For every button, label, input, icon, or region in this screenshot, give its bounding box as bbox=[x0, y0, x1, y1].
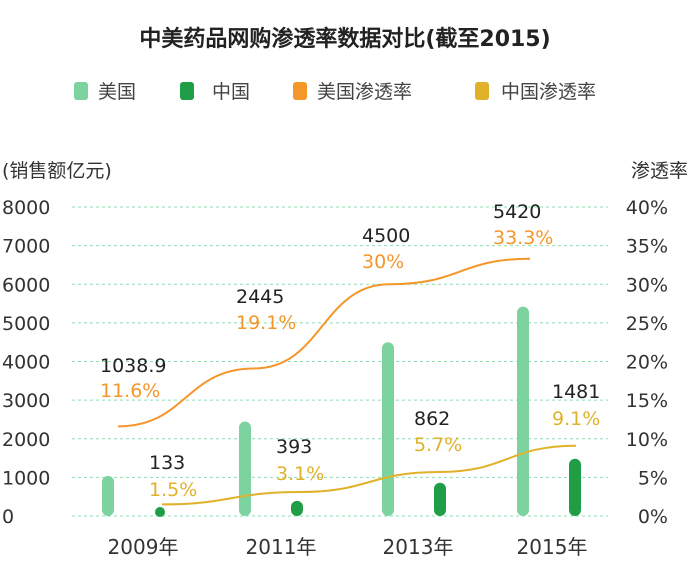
left-axis-label: (销售额亿元) bbox=[2, 160, 112, 182]
legend-swatch-cn bbox=[180, 82, 194, 100]
data-labels-layer: 1038.9 11.6% 133 1.5% 2445 19.1% 393 3.1% 4500 30… bbox=[100, 201, 600, 501]
us-rate-line bbox=[117, 257, 531, 428]
data-label-rate: 3.1% bbox=[276, 463, 324, 485]
data-label-value: 4500 bbox=[362, 225, 410, 247]
data-label-rate: 19.1% bbox=[236, 312, 296, 334]
right-tick-label: 40% bbox=[626, 197, 668, 219]
legend-label-us-rate: 美国渗透率 bbox=[317, 81, 412, 103]
data-label-value: 1038.9 bbox=[100, 355, 166, 377]
data-label-rate: 11.6% bbox=[100, 380, 160, 402]
right-tick-label: 0% bbox=[638, 506, 668, 528]
chart-title: 中美药品网购渗透率数据对比(截至2015) bbox=[139, 26, 550, 52]
left-tick-labels: 0 1000 2000 3000 4000 5000 6000 7000 8000 bbox=[2, 197, 50, 528]
bars-layer bbox=[102, 306, 581, 517]
data-label-rate: 1.5% bbox=[149, 479, 197, 501]
x-tick-label: 2015年 bbox=[517, 535, 588, 559]
legend-item-cn-rate: 中国渗透率 bbox=[475, 81, 596, 103]
legend-swatch-cn-rate bbox=[475, 82, 489, 100]
x-tick-label: 2009年 bbox=[108, 535, 179, 559]
right-tick-label: 30% bbox=[626, 274, 668, 296]
left-tick-label: 3000 bbox=[2, 390, 50, 412]
bar-us bbox=[382, 342, 394, 516]
x-axis-labels: 2009年 2011年 2013年 2015年 bbox=[108, 535, 588, 559]
bar-us bbox=[517, 306, 529, 516]
right-axis-label: 渗透率 bbox=[631, 160, 688, 182]
data-label-value: 5420 bbox=[493, 201, 541, 223]
bar-us bbox=[239, 421, 251, 516]
x-tick-label: 2011年 bbox=[246, 535, 317, 559]
left-tick-label: 0 bbox=[2, 506, 14, 528]
legend-item-us: 美国 bbox=[74, 81, 136, 103]
left-tick-label: 1000 bbox=[2, 467, 50, 489]
right-tick-label: 5% bbox=[638, 467, 668, 489]
legend: 美国 中国 美国渗透率 中国渗透率 bbox=[74, 81, 596, 103]
legend-label-cn: 中国 bbox=[212, 81, 250, 103]
data-label-rate: 9.1% bbox=[552, 408, 600, 430]
legend-item-us-rate: 美国渗透率 bbox=[293, 81, 412, 103]
left-tick-label: 2000 bbox=[2, 429, 50, 451]
x-tick-label: 2013年 bbox=[383, 535, 454, 559]
legend-label-cn-rate: 中国渗透率 bbox=[501, 81, 596, 103]
right-tick-labels: 0% 5% 10% 15% 20% 25% 30% 35% 40% bbox=[626, 197, 668, 528]
data-label-rate: 5.7% bbox=[414, 434, 462, 456]
right-tick-label: 20% bbox=[626, 352, 668, 374]
bar-cn bbox=[291, 500, 303, 516]
left-tick-label: 5000 bbox=[2, 313, 50, 335]
cn-rate-line bbox=[161, 444, 577, 506]
right-tick-label: 10% bbox=[626, 429, 668, 451]
data-label-value: 393 bbox=[276, 436, 312, 458]
bar-cn bbox=[434, 482, 446, 516]
lines-layer bbox=[117, 257, 577, 506]
legend-label-us: 美国 bbox=[98, 81, 136, 103]
data-label-value: 2445 bbox=[236, 286, 284, 308]
data-label-rate: 30% bbox=[362, 251, 404, 273]
right-tick-label: 35% bbox=[626, 236, 668, 258]
legend-swatch-us-rate bbox=[293, 82, 307, 100]
legend-swatch-us bbox=[74, 82, 88, 100]
bar-us bbox=[102, 475, 114, 516]
left-tick-label: 7000 bbox=[2, 236, 50, 258]
left-tick-label: 8000 bbox=[2, 197, 50, 219]
right-tick-label: 15% bbox=[626, 390, 668, 412]
data-label-value: 1481 bbox=[552, 381, 600, 403]
bar-cn bbox=[155, 507, 165, 517]
right-tick-label: 25% bbox=[626, 313, 668, 335]
left-tick-label: 6000 bbox=[2, 274, 50, 296]
legend-item-cn: 中国 bbox=[180, 81, 250, 103]
bar-cn bbox=[569, 458, 581, 516]
data-label-value: 133 bbox=[149, 452, 185, 474]
data-label-rate: 33.3% bbox=[493, 227, 553, 249]
left-tick-label: 4000 bbox=[2, 352, 50, 374]
data-label-value: 862 bbox=[414, 408, 450, 430]
